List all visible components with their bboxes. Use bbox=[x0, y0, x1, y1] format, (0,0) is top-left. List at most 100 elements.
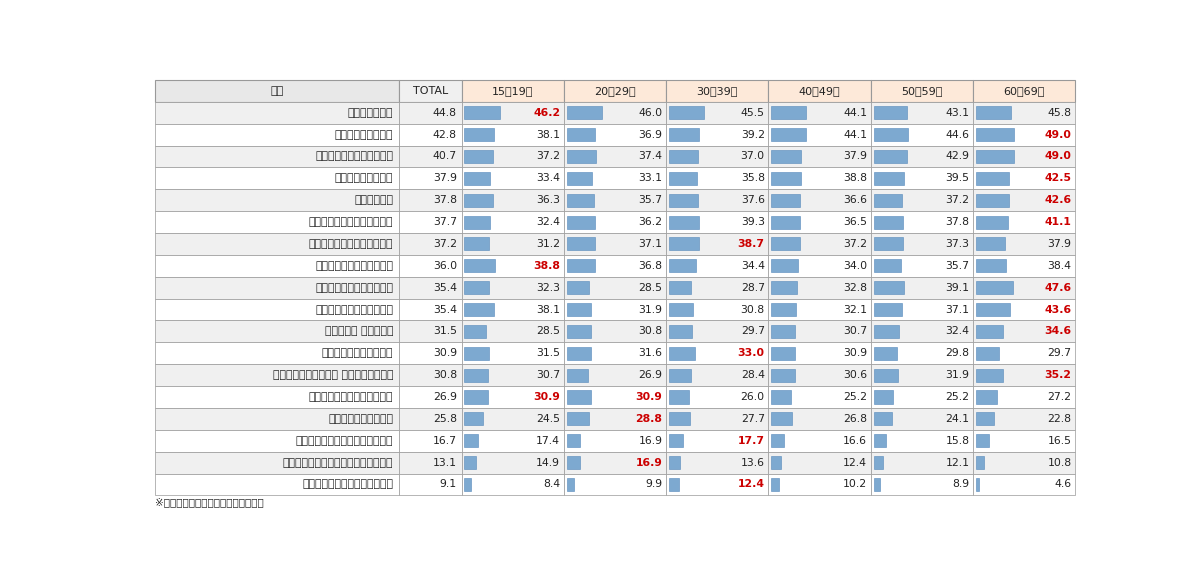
Bar bbox=[155, 233, 398, 255]
Bar bbox=[973, 102, 1075, 123]
Bar bbox=[976, 456, 984, 469]
Text: 39.2: 39.2 bbox=[740, 130, 764, 139]
Bar bbox=[874, 478, 881, 491]
Bar bbox=[871, 102, 973, 123]
Text: 12.4: 12.4 bbox=[738, 479, 764, 490]
Text: 46.2: 46.2 bbox=[533, 108, 560, 118]
Bar bbox=[772, 106, 805, 119]
Bar bbox=[155, 146, 398, 168]
Text: 38.8: 38.8 bbox=[533, 261, 560, 271]
Bar bbox=[666, 233, 768, 255]
Bar bbox=[564, 452, 666, 474]
Bar bbox=[874, 128, 908, 141]
Text: 20～29歳: 20～29歳 bbox=[594, 86, 636, 96]
Text: 31.9: 31.9 bbox=[638, 305, 662, 315]
Bar bbox=[976, 259, 1006, 272]
Bar bbox=[772, 193, 799, 207]
Text: 32.3: 32.3 bbox=[536, 282, 560, 293]
Text: 16.9: 16.9 bbox=[638, 436, 662, 446]
Bar bbox=[772, 172, 802, 185]
Text: 15.8: 15.8 bbox=[946, 436, 970, 446]
Text: 30.7: 30.7 bbox=[842, 327, 868, 336]
Text: 28.4: 28.4 bbox=[740, 370, 764, 380]
Bar bbox=[973, 430, 1075, 452]
Bar bbox=[462, 80, 564, 102]
Bar bbox=[768, 233, 871, 255]
Bar bbox=[973, 233, 1075, 255]
Bar bbox=[976, 347, 998, 360]
Text: 25.2: 25.2 bbox=[946, 392, 970, 402]
Text: 44.8: 44.8 bbox=[433, 108, 457, 118]
Text: 42.6: 42.6 bbox=[1044, 195, 1072, 205]
Text: 40.7: 40.7 bbox=[433, 152, 457, 161]
Bar bbox=[566, 412, 589, 425]
Bar bbox=[772, 150, 800, 163]
Text: 38.8: 38.8 bbox=[844, 173, 868, 183]
Bar bbox=[973, 189, 1075, 211]
Text: 飢餓をゼロに: 飢餓をゼロに bbox=[354, 195, 394, 205]
Bar bbox=[155, 189, 398, 211]
Bar bbox=[566, 281, 589, 294]
Bar bbox=[668, 303, 692, 316]
Bar bbox=[874, 369, 899, 382]
Bar bbox=[768, 102, 871, 123]
Text: つくる責任 つかう責任: つくる責任 つかう責任 bbox=[325, 327, 394, 336]
Text: 16.7: 16.7 bbox=[433, 436, 457, 446]
Bar bbox=[462, 452, 564, 474]
Bar bbox=[973, 277, 1075, 298]
Bar bbox=[398, 277, 462, 298]
Text: 60～69歳: 60～69歳 bbox=[1003, 86, 1045, 96]
Bar bbox=[871, 430, 973, 452]
Bar bbox=[973, 386, 1075, 408]
Bar bbox=[398, 452, 462, 474]
Text: 37.0: 37.0 bbox=[740, 152, 764, 161]
Bar bbox=[668, 390, 689, 404]
Bar bbox=[398, 430, 462, 452]
Bar bbox=[464, 106, 500, 119]
Bar bbox=[874, 215, 902, 228]
Text: 30.9: 30.9 bbox=[842, 348, 868, 358]
Bar bbox=[155, 386, 398, 408]
Bar bbox=[564, 168, 666, 189]
Bar bbox=[155, 80, 398, 102]
Bar bbox=[566, 347, 592, 360]
Text: 47.6: 47.6 bbox=[1044, 282, 1072, 293]
Bar bbox=[666, 189, 768, 211]
Text: 50～59歳: 50～59歳 bbox=[901, 86, 942, 96]
Text: 41.1: 41.1 bbox=[1045, 217, 1072, 227]
Text: 14.9: 14.9 bbox=[536, 457, 560, 468]
Bar bbox=[768, 408, 871, 430]
Text: 32.4: 32.4 bbox=[536, 217, 560, 227]
Bar bbox=[871, 474, 973, 495]
Bar bbox=[976, 434, 989, 447]
Bar bbox=[772, 412, 792, 425]
Text: 13.6: 13.6 bbox=[740, 457, 764, 468]
Bar bbox=[976, 390, 997, 404]
Text: 項目: 項目 bbox=[270, 86, 283, 96]
Bar bbox=[462, 342, 564, 364]
Text: 43.6: 43.6 bbox=[1044, 305, 1072, 315]
Text: 42.5: 42.5 bbox=[1045, 173, 1072, 183]
Bar bbox=[874, 172, 905, 185]
Bar bbox=[871, 342, 973, 364]
Bar bbox=[155, 342, 398, 364]
Bar bbox=[973, 255, 1075, 277]
Bar bbox=[973, 123, 1075, 146]
Text: 28.5: 28.5 bbox=[638, 282, 662, 293]
Text: 42.9: 42.9 bbox=[946, 152, 970, 161]
Bar bbox=[668, 193, 698, 207]
Text: 44.1: 44.1 bbox=[844, 130, 868, 139]
Text: 37.6: 37.6 bbox=[740, 195, 764, 205]
Bar bbox=[871, 211, 973, 233]
Text: 31.5: 31.5 bbox=[536, 348, 560, 358]
Bar bbox=[464, 193, 492, 207]
Bar bbox=[155, 364, 398, 386]
Text: 36.0: 36.0 bbox=[433, 261, 457, 271]
Bar bbox=[566, 390, 590, 404]
Text: 44.1: 44.1 bbox=[844, 108, 868, 118]
Bar bbox=[398, 123, 462, 146]
Bar bbox=[668, 128, 700, 141]
Bar bbox=[464, 303, 494, 316]
Text: 10.2: 10.2 bbox=[842, 479, 868, 490]
Bar bbox=[566, 172, 593, 185]
